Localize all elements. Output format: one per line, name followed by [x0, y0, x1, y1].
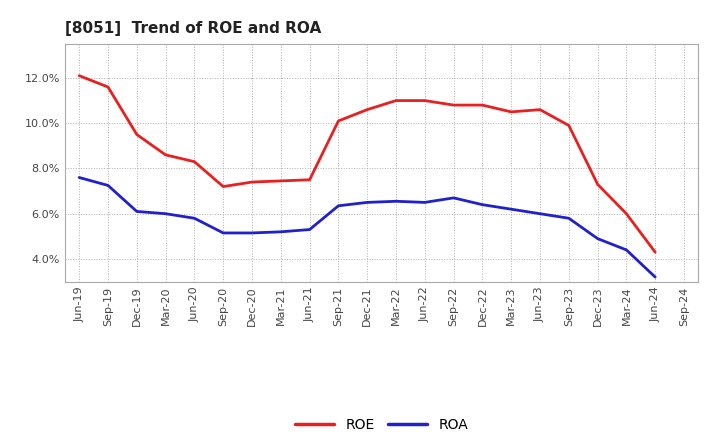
ROA	[622, 247, 631, 253]
ROE	[564, 123, 573, 128]
ROE	[363, 107, 372, 112]
ROE	[593, 182, 602, 187]
Legend: ROE, ROA: ROE, ROA	[289, 412, 474, 437]
ROA	[449, 195, 458, 201]
ROE	[651, 249, 660, 255]
ROE	[219, 184, 228, 189]
Line: ROA: ROA	[79, 177, 655, 277]
ROA	[132, 209, 141, 214]
ROA	[420, 200, 429, 205]
ROE	[478, 103, 487, 108]
Line: ROE: ROE	[79, 76, 655, 252]
ROE	[449, 103, 458, 108]
ROA	[104, 183, 112, 188]
ROE	[392, 98, 400, 103]
ROA	[190, 216, 199, 221]
ROE	[248, 180, 256, 185]
ROE	[75, 73, 84, 78]
ROE	[536, 107, 544, 112]
ROA	[507, 206, 516, 212]
ROE	[305, 177, 314, 183]
ROE	[161, 152, 170, 158]
ROA	[478, 202, 487, 207]
ROE	[190, 159, 199, 164]
ROE	[334, 118, 343, 124]
ROA	[651, 275, 660, 280]
Text: [8051]  Trend of ROE and ROA: [8051] Trend of ROE and ROA	[65, 21, 321, 36]
ROE	[420, 98, 429, 103]
ROA	[564, 216, 573, 221]
ROE	[276, 178, 285, 183]
ROA	[75, 175, 84, 180]
ROE	[104, 84, 112, 90]
ROA	[593, 236, 602, 241]
ROA	[305, 227, 314, 232]
ROA	[392, 198, 400, 204]
ROE	[622, 211, 631, 216]
ROA	[248, 230, 256, 235]
ROA	[334, 203, 343, 209]
ROA	[219, 230, 228, 235]
ROA	[276, 229, 285, 235]
ROE	[132, 132, 141, 137]
ROA	[161, 211, 170, 216]
ROA	[536, 211, 544, 216]
ROE	[507, 109, 516, 114]
ROA	[363, 200, 372, 205]
